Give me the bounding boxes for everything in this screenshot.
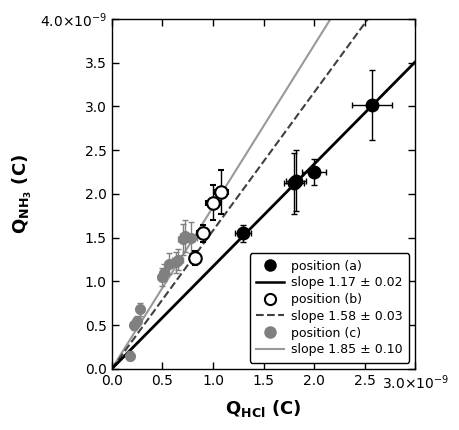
X-axis label: $\mathregular{Q_{HCl}}$ (C): $\mathregular{Q_{HCl}}$ (C) xyxy=(225,398,301,419)
Legend: position (a), slope 1.17 ± 0.02, position (b), slope 1.58 ± 0.03, position (c), : position (a), slope 1.17 ± 0.02, positio… xyxy=(249,253,408,362)
Y-axis label: $\mathregular{Q_{NH_3}}$ (C): $\mathregular{Q_{NH_3}}$ (C) xyxy=(11,154,34,234)
